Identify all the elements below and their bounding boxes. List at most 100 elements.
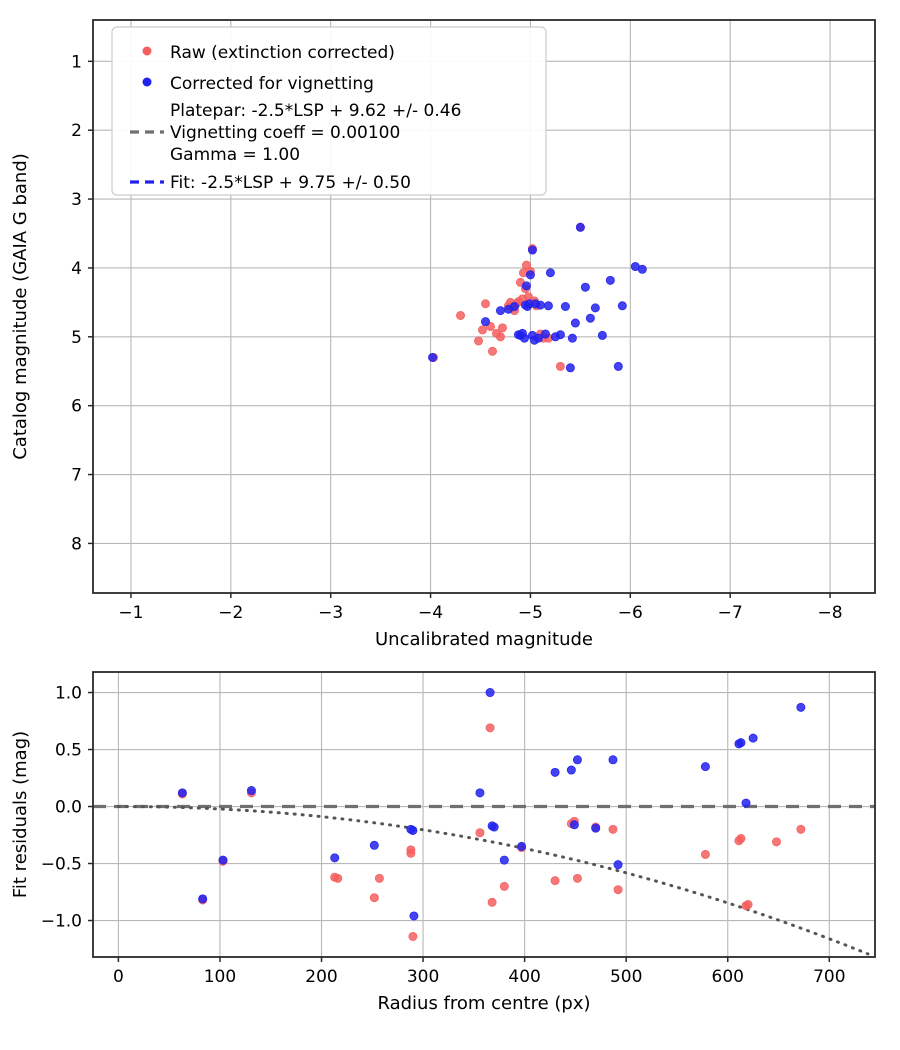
x-tick-label: 0 [113,967,124,987]
data-point [560,301,570,311]
data-point [575,222,585,232]
legend-label-fit: Fit: -2.5*LSP + 9.75 +/- 0.50 [170,173,411,193]
data-point [529,335,539,345]
data-point [771,837,781,847]
x-tick-label: 400 [508,967,540,987]
y-tick-label: 1.0 [55,684,82,704]
data-point [565,363,575,373]
data-point [572,755,582,765]
x-tick-label: 300 [407,967,439,987]
data-point [535,300,545,310]
scatter-series-corrected-bottom [177,688,806,921]
data-point [613,860,623,870]
y-tick-label: 2 [71,121,82,141]
y-tick-label: 3 [71,190,82,210]
x-tick-label: 500 [610,967,642,987]
legend-box [111,26,547,196]
data-point [550,876,560,886]
x-tick-label: −6 [618,603,643,623]
ticks-top: −1 −2 −3 −4 −5 −6 −7 −8 1 2 3 4 5 6 7 8 [71,52,842,623]
data-point [521,260,531,270]
scatter-series-corrected-top [428,222,647,373]
data-point [485,688,495,698]
data-point [736,833,746,843]
data-point [585,313,595,323]
data-point [485,723,495,733]
data-point [796,824,806,834]
data-point [177,788,187,798]
data-point [480,317,490,327]
legend-label-platepar: Platepar: -2.5*LSP + 9.62 +/- 0.46 [170,101,461,121]
y-tick-label: 7 [71,466,82,486]
data-point [406,848,416,858]
data-point [555,330,565,340]
x-tick-label: −1 [118,603,143,623]
data-point [246,786,256,796]
x-axis-label-top: Uncalibrated magnitude [375,629,593,650]
data-point [597,330,607,340]
y-tick-label: −0.5 [41,855,82,875]
data-point [545,268,555,278]
data-point [198,894,208,904]
legend-marker-raw [142,46,152,56]
data-point [736,738,746,748]
x-axis-label-bottom: Radius from centre (px) [377,993,590,1014]
x-tick-label: −7 [718,603,743,623]
data-point [569,820,579,830]
data-point [590,303,600,313]
data-point [487,897,497,907]
legend-label-corrected: Corrected for vignetting [170,74,374,94]
x-tick-label: −3 [318,603,343,623]
legend: Raw (extinction corrected) Corrected for … [111,26,547,196]
data-point [700,762,710,772]
data-point [617,301,627,311]
data-point [330,853,340,863]
data-point [748,733,758,743]
data-point [567,333,577,343]
y-tick-label: 5 [71,328,82,348]
plot-border-top [92,19,876,594]
data-point [613,361,623,371]
data-point [608,824,618,834]
data-point [521,281,531,291]
data-point [499,855,509,865]
data-point [527,245,537,255]
y-axis-label-top: Catalog magnitude (GAIA G band) [10,153,31,460]
x-tick-label: −8 [818,603,843,623]
y-axis-label-bottom: Fit residuals (mag) [10,731,31,898]
y-tick-label: 8 [71,534,82,554]
x-tick-label: 700 [813,967,845,987]
legend-label-vignetting-coeff: Vignetting coeff = 0.00100 [170,123,400,143]
scatter-series-raw-bottom [177,723,806,941]
x-tick-label: −5 [518,603,543,623]
data-point [517,841,527,851]
data-point [608,755,618,765]
data-point [369,893,379,903]
data-point [700,849,710,859]
data-point [572,873,582,883]
scatter-series-raw-top [429,222,585,371]
data-point [474,336,484,346]
data-point [566,765,576,775]
data-point [409,911,419,921]
data-point [480,299,490,309]
x-tick-label: 600 [712,967,744,987]
data-point [796,702,806,712]
data-point [543,301,553,311]
data-point [540,329,550,339]
data-point [499,881,509,891]
x-tick-label: 100 [204,967,236,987]
x-tick-label: −2 [218,603,243,623]
legend-marker-corrected [142,77,152,87]
data-point [408,931,418,941]
data-point [509,301,519,311]
data-point [477,325,487,335]
data-point [428,352,438,362]
y-tick-label: 6 [71,397,82,417]
data-point [605,275,615,285]
legend-label-gamma: Gamma = 1.00 [170,145,300,165]
data-point [580,282,590,292]
legend-label-raw: Raw (extinction corrected) [170,43,395,63]
